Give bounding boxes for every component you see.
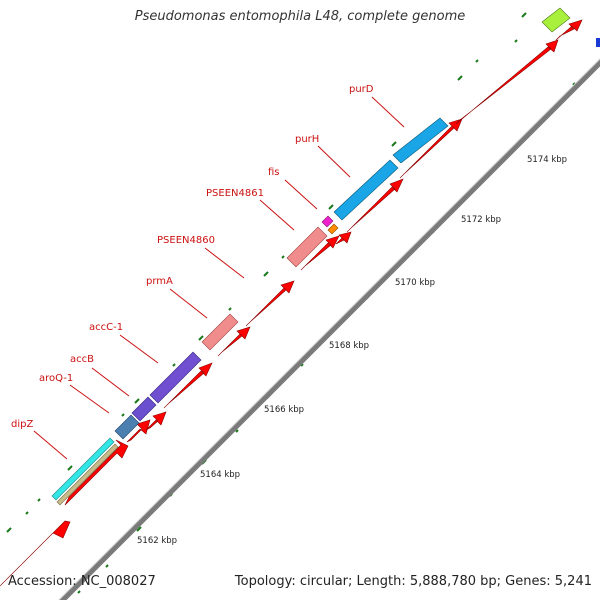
tick-mark [25,511,29,515]
gene-label-purD: purD [349,84,374,95]
aroQ1-feature [114,414,140,440]
tick-mark [136,526,142,532]
tick-mark [457,75,463,81]
tick-mark [263,271,269,277]
map-title: Pseudomonas entomophila L48, complete ge… [134,9,466,24]
accession-text: Accession: NC_008027 [8,574,156,589]
gene-label-pseen4861: PSEEN4861 [206,188,264,199]
gene-label-prmA: prmA [146,276,173,287]
gene-label-dipZ: dipZ [11,419,33,430]
gene-label-accB: accB [70,354,94,365]
cds-feature-arrow [245,280,295,327]
gene-label-aroQ1: aroQ-1 [39,373,73,384]
cds-feature-arrow [64,439,129,506]
tick-mark [572,82,576,86]
leader-line [33,430,68,460]
tick-mark [475,59,479,63]
cds-feature-arrow [346,178,404,233]
genome-backbone [59,59,600,600]
top-green-feature [541,7,571,33]
label-leader-lines [33,96,405,460]
tick-mark [172,363,176,367]
purH-feature [333,159,399,221]
leader-line [284,179,318,210]
tick-label-5166: 5166 kbp [264,405,304,415]
accB-feature [131,396,157,422]
tick-label-5174: 5174 kbp [527,155,567,165]
tick-label-5162: 5162 kbp [137,536,177,546]
outer-tick-row [6,12,527,533]
accC1-feature [149,351,202,404]
tick-mark [77,590,81,594]
tick-label-5168: 5168 kbp [329,341,369,351]
edge-blue-feature [596,38,600,47]
tick-mark [228,307,232,311]
gene-label-fis: fis [268,167,280,178]
cds-feature-arrow [455,39,559,125]
tick-mark [198,335,204,341]
tick-mark [6,527,12,533]
tick-mark [300,363,304,367]
leader-line [69,384,110,414]
cds-feature-arrow [126,419,151,443]
cds-feature-arrow [300,235,340,271]
cds-track-inner [0,19,583,587]
feature-track-outer [51,7,600,506]
gene-label-pseen4860: PSEEN4860 [157,235,215,246]
gene-labels: dipZ aroQ-1 accB accC-1 prmA PSEEN4860 P… [11,84,374,430]
pseen4860-feature [286,226,328,268]
kbp-scale-labels: 5162 kbp 5164 kbp 5166 kbp 5168 kbp 5170… [137,155,567,546]
tick-mark [391,141,397,147]
tick-mark [67,465,73,471]
tick-mark [328,204,334,210]
leader-line [169,288,208,319]
prmA-feature [201,313,239,351]
cds-feature-arrow [0,520,71,587]
dipZ-feature-cyan [51,437,115,501]
leader-line [204,247,245,279]
tick-mark [105,564,109,568]
cds-feature-arrow [145,411,167,431]
tick-mark [235,429,239,433]
cds-feature-arrow [217,326,251,357]
tick-mark [121,413,125,417]
tick-label-5170: 5170 kbp [395,278,435,288]
genome-backbone-highlight [58,58,600,600]
leader-line [371,96,405,128]
cds-feature-arrow [399,118,463,179]
tick-mark [134,398,140,404]
tick-label-5172: 5172 kbp [461,215,501,225]
leader-line [317,145,351,178]
gene-label-accC1: accC-1 [89,322,123,333]
cds-feature-arrow [163,362,213,409]
genome-summary-text: Topology: circular; Length: 5,888,780 bp… [234,574,592,589]
dipZ-feature-tan [56,443,119,506]
leader-line [119,334,159,364]
leader-line [91,367,130,397]
gene-label-purH: purH [295,134,319,145]
tick-label-5164: 5164 kbp [200,470,240,480]
tick-mark [514,39,518,43]
tick-mark [521,12,527,18]
fis-feature-orange [327,223,339,235]
leader-line [259,199,295,231]
pseen4861-feature-magenta [321,215,334,228]
tick-mark [281,255,285,259]
cds-feature-arrow [555,19,583,41]
tick-mark [37,498,41,502]
cds-feature-arrow [335,231,352,245]
purD-feature [392,117,449,164]
